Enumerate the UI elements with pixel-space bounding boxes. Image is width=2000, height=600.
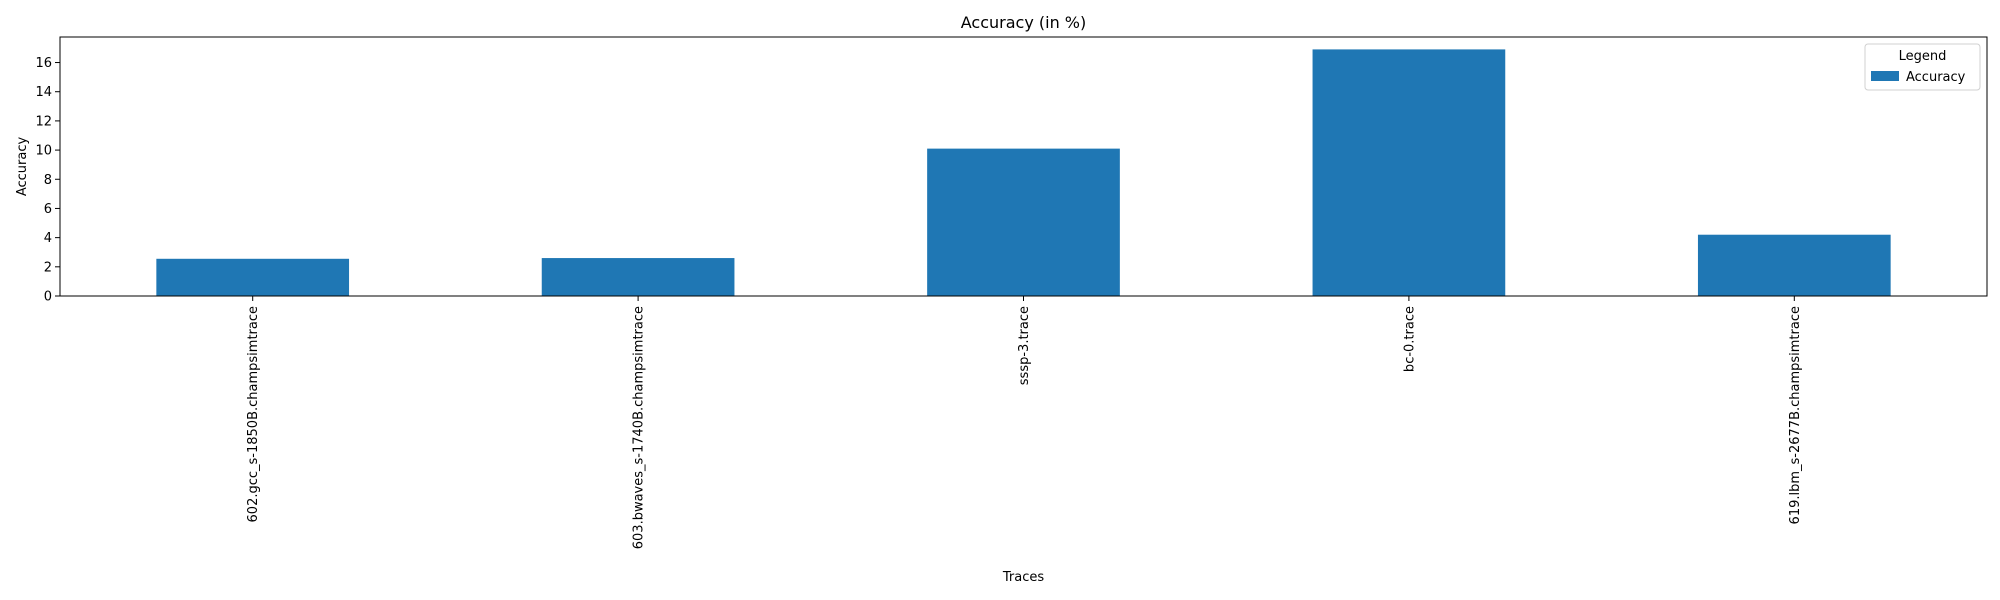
legend: Legend Accuracy	[1864, 43, 1981, 91]
y-tick-label: 2	[44, 260, 52, 275]
y-tick-label: 14	[35, 85, 52, 100]
y-axis: 0 2 4 6 8 10 12 14 16	[35, 56, 60, 305]
y-tick-label: 12	[35, 114, 52, 129]
x-tick-label: 603.bwaves_s-1740B.champsimtrace	[632, 306, 647, 549]
bar	[1312, 49, 1506, 296]
y-tick-label: 10	[35, 144, 52, 159]
y-tick-label: 0	[44, 290, 52, 305]
y-tick-label: 8	[44, 173, 52, 188]
x-tick-label: sssp-3.trace	[1017, 306, 1032, 385]
bar	[156, 258, 350, 296]
x-tick-label: bc-0.trace	[1402, 306, 1417, 372]
legend-title: Legend	[1899, 49, 1947, 64]
bar	[1697, 234, 1891, 296]
y-tick-label: 6	[44, 202, 52, 217]
x-axis-label: Traces	[1002, 570, 1044, 585]
bar	[541, 258, 735, 296]
legend-swatch	[1871, 71, 1899, 81]
y-tick-label: 16	[35, 56, 52, 71]
x-axis: 602.gcc_s-1850B.champsimtrace 603.bwaves_…	[246, 296, 1803, 549]
y-tick-label: 4	[44, 231, 52, 246]
chart-title: Accuracy (in %)	[961, 13, 1087, 32]
plot-frame	[59, 36, 1988, 297]
y-axis-label: Accuracy	[15, 137, 30, 197]
bars-group	[156, 49, 1891, 296]
bar	[927, 148, 1120, 296]
x-tick-label: 619.lbm_s-2677B.champsimtrace	[1788, 306, 1803, 524]
legend-entry-label: Accuracy	[1906, 70, 1966, 85]
x-tick-label: 602.gcc_s-1850B.champsimtrace	[246, 306, 261, 522]
